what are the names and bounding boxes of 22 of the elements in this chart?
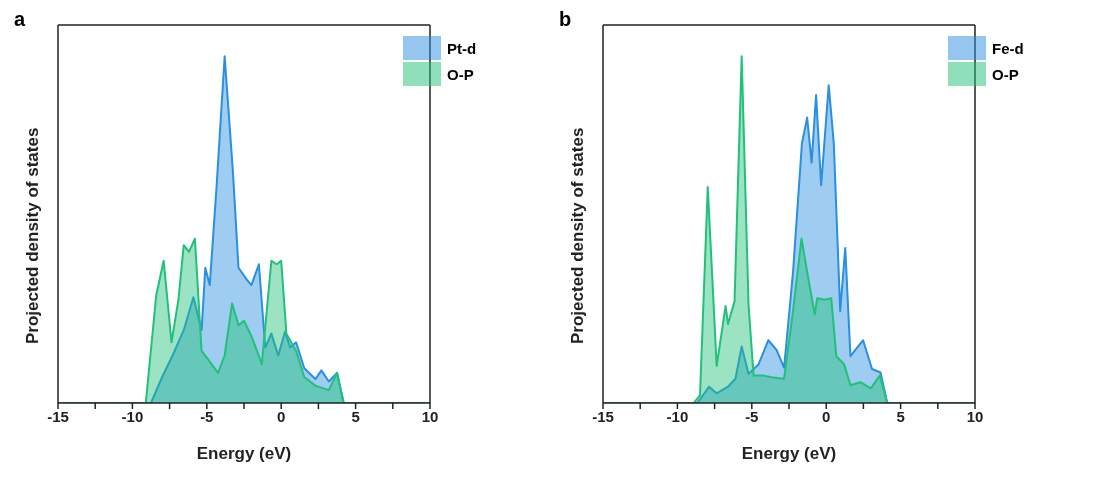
x-tick-label: -10	[666, 407, 689, 425]
x-tick-label: 0	[277, 407, 286, 425]
y-axis-title: Projected density of states	[568, 127, 588, 344]
y-axis-title: Projected density of states	[23, 127, 43, 344]
legend-label: O-P	[447, 65, 474, 83]
x-tick-label: 5	[896, 407, 905, 425]
x-tick-label: -5	[745, 407, 759, 425]
x-tick-label: 5	[351, 407, 360, 425]
x-tick-label: -15	[47, 407, 69, 425]
x-tick-label: -10	[121, 407, 144, 425]
chart-title: b	[559, 8, 572, 31]
x-tick-label: 10	[966, 407, 984, 425]
x-tick-label: -5	[200, 407, 214, 425]
legend-label: Fe-d	[992, 39, 1024, 57]
x-tick-label: -15	[592, 407, 614, 425]
legend-label: Pt-d	[447, 39, 477, 57]
legend-label: O-P	[992, 65, 1019, 83]
chart-title: a	[14, 8, 26, 31]
x-tick-label: 10	[421, 407, 439, 425]
x-tick-label: 0	[822, 407, 831, 425]
x-axis-title: Energy (eV)	[741, 444, 837, 463]
x-axis-title: Energy (eV)	[196, 444, 292, 463]
